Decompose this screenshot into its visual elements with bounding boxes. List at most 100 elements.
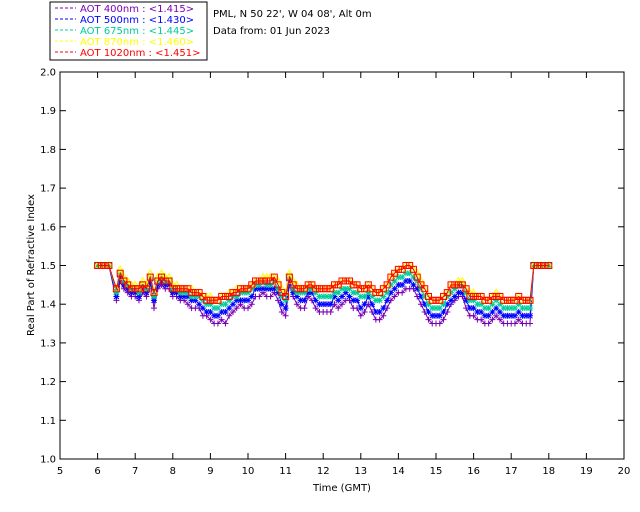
- data-point: [350, 297, 357, 304]
- data-point: [207, 316, 214, 323]
- data-point: [469, 288, 478, 296]
- data-point: [447, 281, 455, 289]
- data-point: [195, 289, 203, 297]
- data-point: [527, 305, 533, 312]
- data-point: [534, 262, 542, 269]
- data-point: [458, 281, 466, 289]
- data-point: [414, 277, 421, 284]
- data-point: [316, 293, 323, 300]
- data-point: [466, 297, 473, 304]
- data-point: [218, 292, 226, 300]
- data-point: [245, 289, 251, 296]
- data-point: [278, 301, 285, 308]
- data-point: [191, 289, 199, 297]
- data-point: [361, 293, 368, 300]
- data-point: [335, 305, 342, 312]
- data-point: [444, 293, 451, 300]
- data-point: [338, 277, 346, 285]
- data-point: [151, 297, 157, 304]
- data-point: [346, 277, 354, 285]
- data-point: [188, 293, 195, 300]
- data-point: [184, 289, 191, 296]
- data-point: [523, 305, 530, 312]
- x-tick-label: 16: [467, 466, 480, 477]
- data-point: [221, 292, 229, 300]
- data-point: [282, 292, 290, 300]
- data-point: [290, 289, 297, 296]
- x-tick-label: 11: [279, 466, 292, 477]
- data-point: [158, 273, 166, 281]
- data-point: [173, 289, 180, 296]
- data-point: [421, 293, 428, 300]
- data-point: [402, 270, 409, 277]
- data-point: [451, 293, 458, 300]
- data-point: [372, 297, 379, 304]
- data-point: [361, 301, 368, 308]
- data-point: [376, 308, 383, 315]
- data-point: [527, 312, 533, 319]
- data-point: [365, 293, 372, 300]
- data-point: [218, 308, 225, 315]
- data-point: [398, 265, 406, 273]
- legend: AOT 400nm : <1.415>AOT 500nm : <1.430>AO…: [55, 4, 200, 59]
- data-point: [425, 308, 432, 315]
- data-point: [105, 262, 113, 269]
- data-point: [233, 297, 240, 304]
- data-point: [187, 284, 196, 292]
- data-point: [342, 277, 350, 285]
- data-point: [368, 285, 376, 293]
- data-point: [245, 305, 251, 312]
- data-point: [387, 289, 394, 296]
- data-point: [188, 297, 195, 304]
- data-point: [391, 285, 398, 292]
- data-point: [312, 305, 319, 312]
- data-point: [181, 293, 188, 300]
- data-point: [236, 285, 244, 293]
- data-point: [214, 296, 222, 304]
- data-point: [214, 320, 221, 327]
- data-point: [327, 293, 334, 300]
- series-aot-400nm: [94, 262, 552, 327]
- data-point: [151, 293, 157, 300]
- data-point: [523, 312, 530, 319]
- data-point: [489, 301, 496, 308]
- data-point: [339, 293, 345, 300]
- data-point: [357, 305, 364, 312]
- data-point: [489, 316, 496, 323]
- data-point: [153, 272, 163, 281]
- data-point: [526, 296, 534, 304]
- data-point: [402, 262, 410, 269]
- data-point: [248, 285, 255, 292]
- data-point: [383, 281, 391, 289]
- data-point: [297, 289, 304, 296]
- data-point: [290, 285, 297, 292]
- y-tick-label: 1.0: [40, 455, 56, 466]
- data-point: [284, 268, 294, 277]
- data-point: [207, 301, 214, 308]
- data-point: [335, 297, 342, 304]
- data-point: [391, 277, 398, 284]
- data-point: [515, 292, 523, 300]
- data-point: [233, 293, 240, 300]
- data-point: [545, 262, 553, 269]
- data-point: [334, 281, 342, 289]
- data-point: [244, 285, 252, 293]
- legend-box: [49, 1, 208, 61]
- data-point: [448, 289, 455, 296]
- data-point: [312, 289, 319, 296]
- data-point: [245, 297, 251, 304]
- data-point: [357, 293, 364, 300]
- data-point: [459, 289, 466, 296]
- data-point: [308, 281, 316, 289]
- data-point: [485, 296, 493, 304]
- data-point: [297, 297, 304, 304]
- data-point: [342, 285, 349, 292]
- data-point: [214, 305, 221, 312]
- data-point: [147, 277, 154, 284]
- data-point: [330, 281, 338, 289]
- data-point: [256, 293, 263, 300]
- data-point: [150, 289, 158, 297]
- y-tick-label: 1.9: [40, 106, 56, 117]
- data-point: [218, 316, 225, 323]
- data-point: [493, 305, 500, 312]
